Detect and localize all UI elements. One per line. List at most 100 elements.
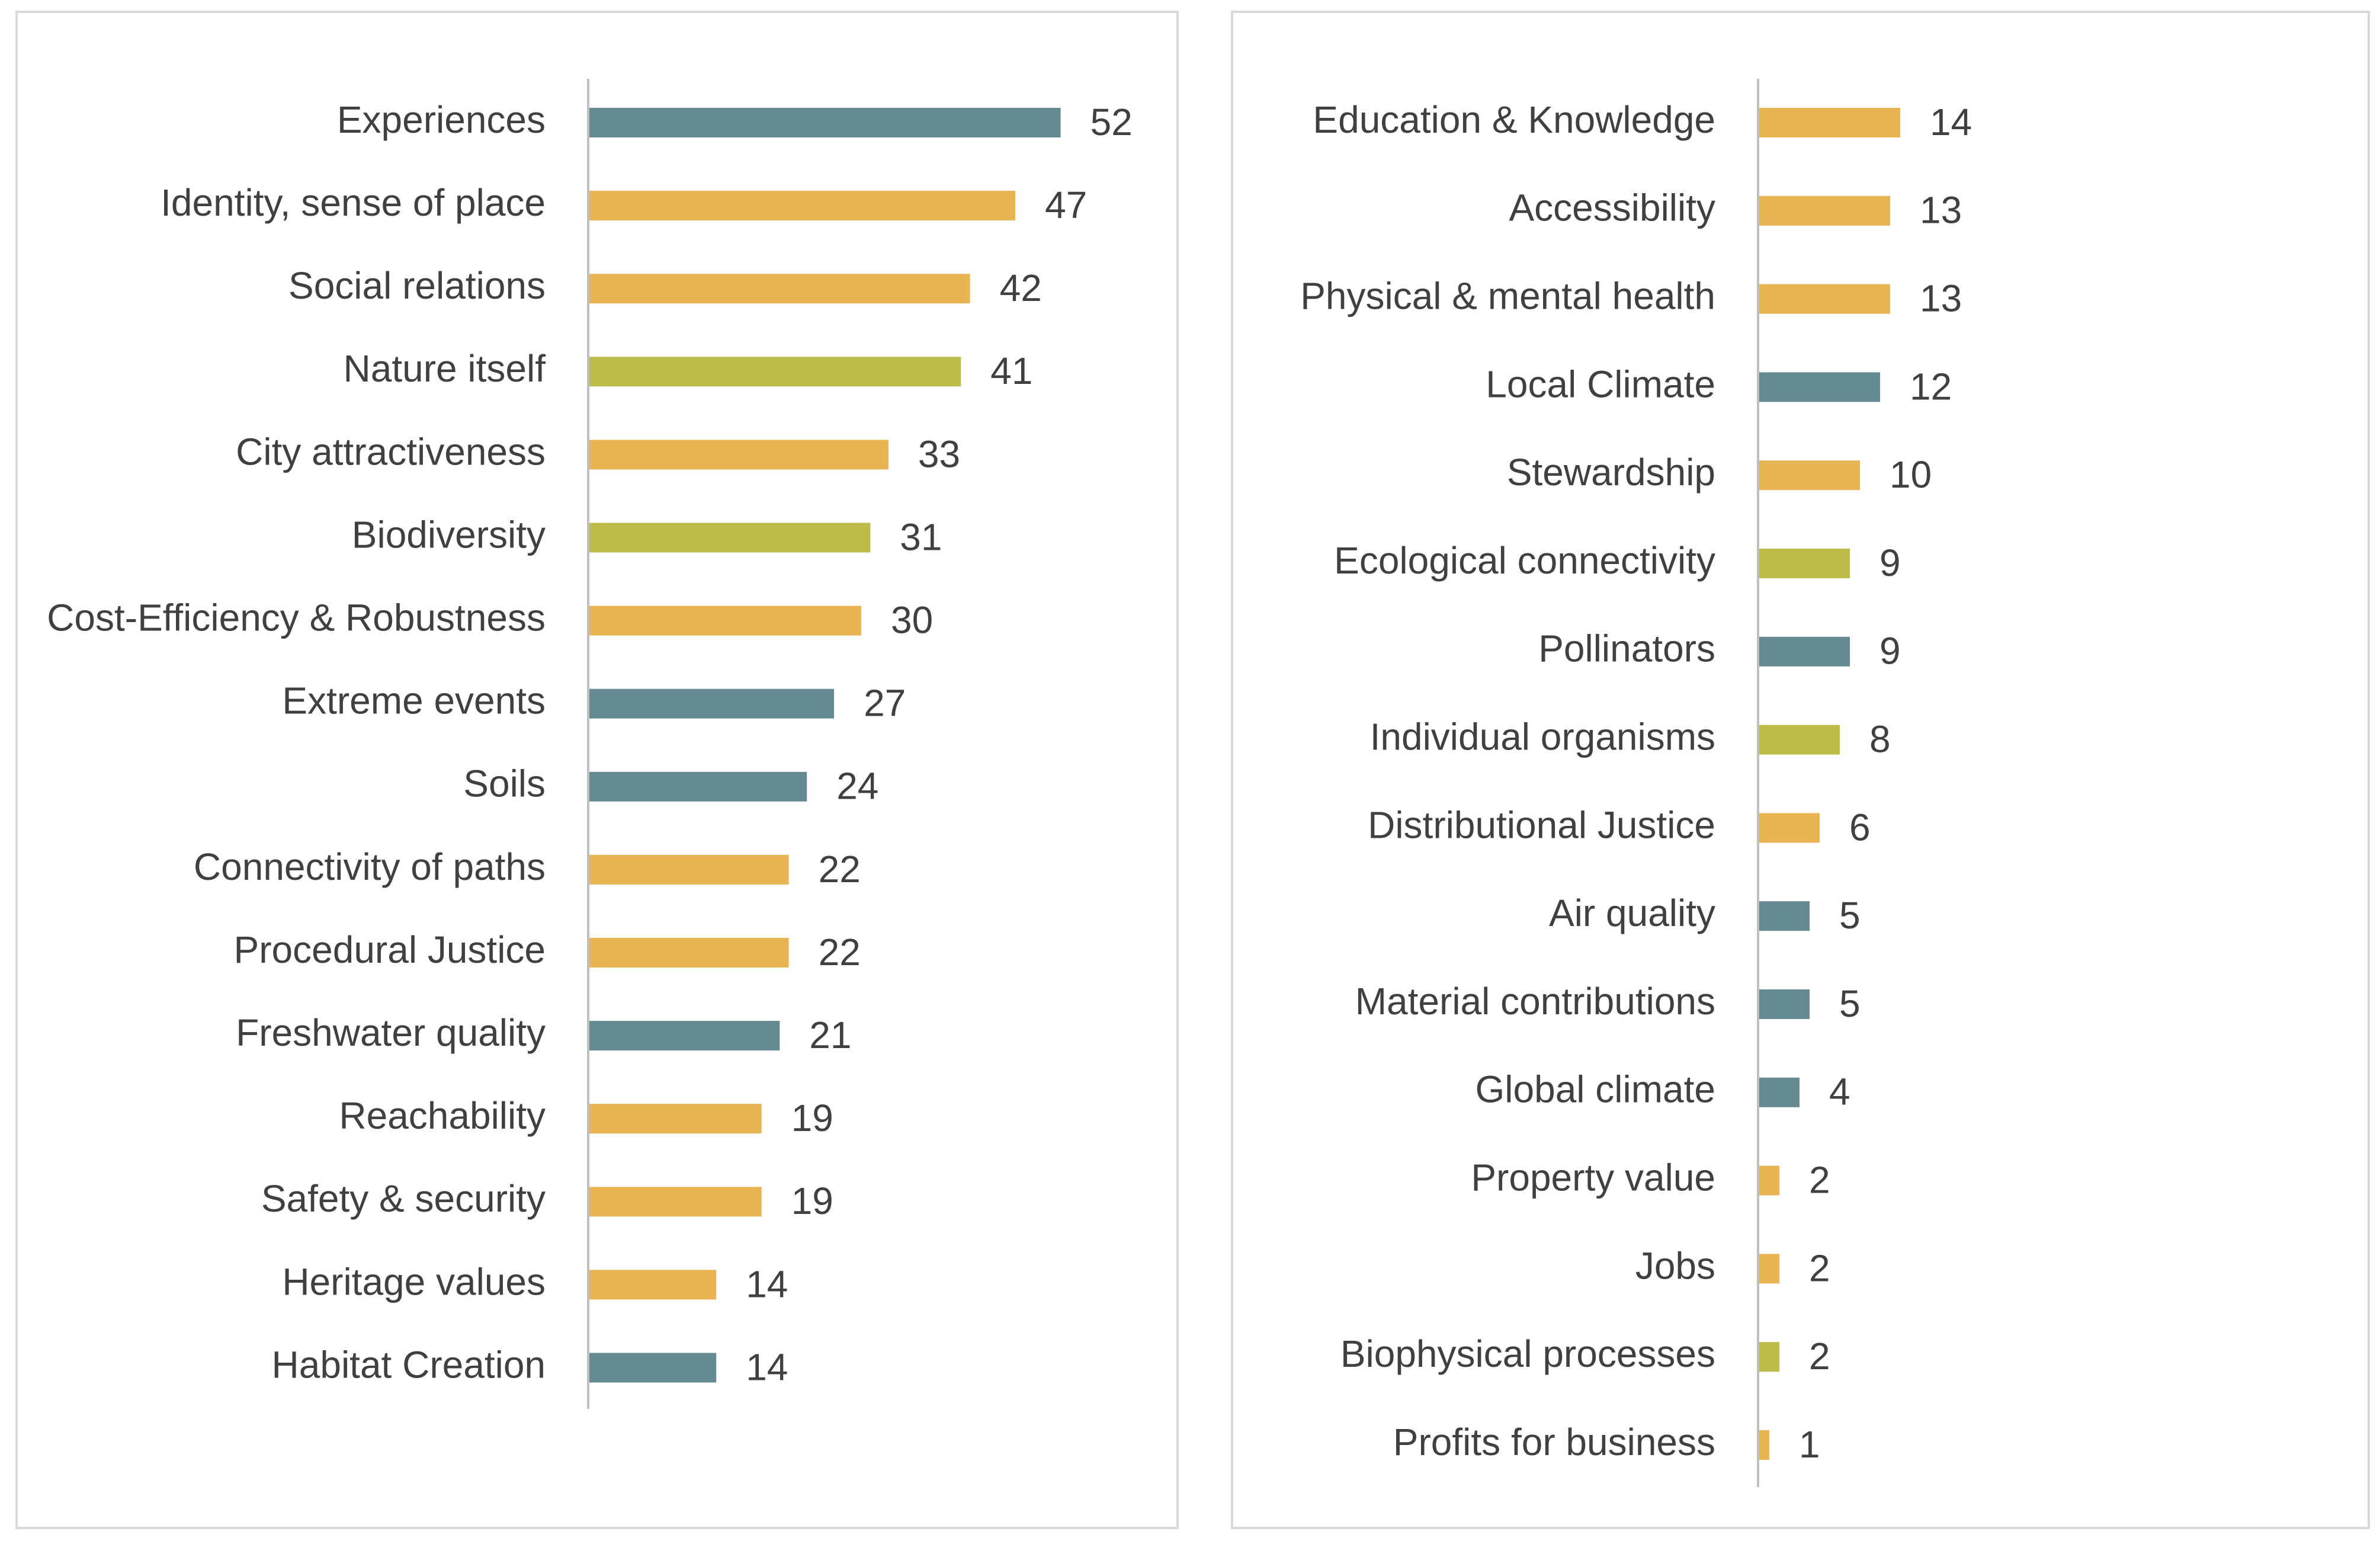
value-label: 33 (918, 432, 960, 475)
category-label: Individual organisms (1370, 716, 1715, 758)
value-label: 14 (746, 1345, 788, 1388)
value-label: 9 (1879, 542, 1901, 584)
value-label: 24 (836, 765, 878, 808)
bar (1759, 460, 1860, 491)
category-label: Jobs (1635, 1244, 1715, 1287)
category-label: Global climate (1476, 1068, 1716, 1111)
bar (589, 1187, 762, 1217)
category-label: Soils (463, 763, 546, 805)
category-label: Local Climate (1486, 363, 1715, 405)
category-label: Pollinators (1538, 627, 1715, 670)
category-label: Cost-Efficiency & Robustness (47, 597, 546, 639)
bar (589, 1104, 762, 1134)
value-label: 5 (1839, 982, 1861, 1025)
category-label: Experiences (337, 98, 546, 141)
category-label: Freshwater quality (236, 1011, 546, 1054)
value-label: 1 (1799, 1423, 1820, 1466)
bar (1759, 1077, 1800, 1107)
category-label: Stewardship (1507, 451, 1715, 494)
value-label: 14 (1930, 101, 1972, 143)
bar (589, 1021, 780, 1051)
category-label: Identity, sense of place (161, 181, 546, 224)
bar (1759, 1165, 1779, 1196)
category-label: Extreme events (282, 680, 546, 722)
bar (1759, 108, 1900, 137)
value-label: 4 (1829, 1071, 1850, 1113)
bar (1759, 1254, 1779, 1284)
bar (1759, 372, 1880, 402)
category-label: Air quality (1549, 892, 1715, 934)
value-label: 5 (1839, 894, 1861, 937)
bar (589, 605, 861, 636)
category-label: Heritage values (282, 1260, 546, 1303)
value-label: 8 (1869, 718, 1891, 761)
category-label: Accessibility (1509, 187, 1715, 229)
value-label: 19 (791, 1180, 833, 1222)
bar (589, 1353, 717, 1383)
bar (589, 688, 835, 719)
bar (1759, 1342, 1779, 1372)
chart-panel-right (1231, 11, 2370, 1529)
bar (1759, 1430, 1769, 1460)
bar (589, 357, 961, 387)
bar (589, 938, 789, 967)
value-label: 2 (1809, 1335, 1830, 1377)
value-label: 14 (746, 1263, 788, 1305)
category-label: Material contributions (1355, 980, 1715, 1023)
bar (589, 523, 871, 553)
category-label: Nature itself (344, 347, 546, 390)
bar (589, 1270, 717, 1300)
value-label: 2 (1809, 1159, 1830, 1202)
bar (1759, 901, 1810, 931)
value-label: 19 (791, 1097, 833, 1139)
bar (1759, 813, 1820, 843)
value-label: 22 (819, 931, 861, 973)
value-label: 27 (864, 682, 906, 725)
category-label: Property value (1471, 1156, 1715, 1199)
value-label: 42 (1000, 267, 1042, 309)
category-label: Habitat Creation (272, 1343, 546, 1386)
bar (1759, 284, 1890, 314)
bar (1759, 989, 1810, 1019)
bar (589, 108, 1061, 137)
value-label: 6 (1849, 806, 1871, 848)
value-label: 9 (1879, 630, 1901, 672)
category-label: Ecological connectivity (1334, 539, 1715, 582)
value-label: 13 (1920, 277, 1962, 320)
category-label: Biodiversity (352, 513, 546, 556)
value-label: 2 (1809, 1247, 1830, 1289)
category-label: Connectivity of paths (194, 845, 546, 888)
category-label: Social relations (288, 264, 546, 307)
chart-left: Experiences 52 Identity, sense of place 47 S… (47, 79, 1133, 1409)
category-label: Education & Knowledge (1313, 98, 1715, 141)
bar (589, 274, 970, 304)
value-label: 22 (819, 848, 861, 890)
bar (1759, 196, 1890, 226)
bar (589, 771, 807, 802)
bar (1759, 549, 1850, 578)
category-label: Profits for business (1393, 1421, 1715, 1463)
value-label: 47 (1045, 184, 1087, 226)
category-label: Distributional Justice (1368, 803, 1715, 846)
value-label: 10 (1890, 453, 1932, 496)
bar (589, 440, 889, 470)
category-label: Reachability (339, 1094, 546, 1137)
value-label: 31 (900, 515, 942, 558)
value-label: 41 (990, 350, 1032, 392)
bar (1759, 725, 1840, 755)
category-label: Biophysical processes (1340, 1332, 1715, 1375)
value-label: 21 (809, 1014, 851, 1056)
category-label: Physical & mental health (1300, 275, 1715, 318)
value-label: 13 (1920, 189, 1962, 232)
value-label: 30 (891, 599, 933, 642)
value-label: 12 (1910, 365, 1952, 408)
bar (1759, 636, 1850, 667)
bar (589, 191, 1016, 221)
category-label: Safety & security (261, 1177, 546, 1220)
bar (589, 854, 789, 885)
category-label: Procedural Justice (234, 928, 546, 971)
category-label: City attractiveness (236, 430, 546, 473)
value-label: 52 (1090, 101, 1133, 143)
